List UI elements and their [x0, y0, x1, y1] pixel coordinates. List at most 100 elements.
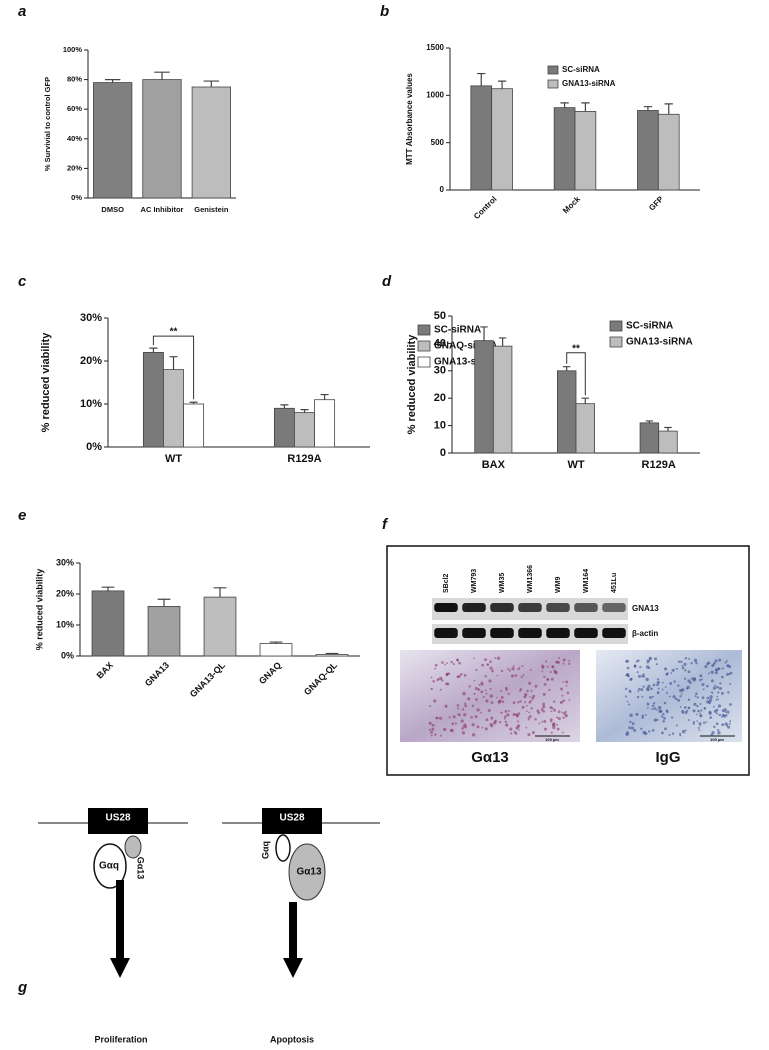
cell — [646, 661, 649, 664]
cell — [654, 657, 658, 661]
cell — [481, 726, 484, 729]
y-tick-label: 40 — [434, 337, 446, 349]
cell — [478, 683, 481, 686]
cell — [692, 721, 696, 724]
cell — [727, 725, 731, 729]
cell — [636, 695, 640, 699]
cell — [490, 701, 494, 704]
cell — [713, 725, 716, 728]
cell — [708, 672, 711, 675]
cell — [652, 683, 656, 687]
cell — [702, 688, 705, 691]
cell — [687, 679, 691, 683]
x-tick-label: WT — [165, 453, 182, 465]
panel-letter: f — [382, 516, 389, 533]
cell — [528, 718, 530, 721]
cell — [543, 675, 546, 679]
cell — [657, 687, 660, 690]
cell — [463, 713, 467, 717]
y-axis-label: MTT Absorbance values — [405, 73, 414, 165]
cell — [526, 689, 529, 693]
cell — [681, 666, 685, 670]
cell — [432, 680, 435, 683]
error-bar — [325, 652, 339, 655]
cell — [430, 730, 433, 734]
receptor-label: US28 — [105, 813, 130, 824]
error-bar — [149, 347, 158, 353]
cell — [514, 731, 518, 735]
cell — [663, 667, 668, 671]
cell — [561, 694, 564, 697]
cell — [456, 658, 459, 662]
cell — [648, 658, 651, 661]
cell — [728, 722, 731, 725]
cell — [441, 679, 444, 682]
cell — [693, 702, 697, 706]
cell — [529, 696, 531, 698]
cell — [666, 672, 669, 675]
cell — [672, 695, 676, 699]
panel-letter: d — [382, 273, 392, 290]
cell — [701, 696, 705, 700]
cell — [491, 669, 494, 673]
cell — [507, 692, 510, 696]
cell — [496, 696, 498, 699]
x-tick-label: AC Inhibitor — [141, 205, 184, 214]
cell — [444, 663, 446, 666]
error-bar — [104, 79, 121, 83]
cell — [626, 659, 629, 663]
cell — [698, 729, 701, 731]
blot-band — [462, 628, 486, 638]
cell — [679, 695, 682, 698]
y-tick-label: 10% — [80, 398, 102, 410]
bar — [163, 369, 184, 448]
cell — [507, 667, 510, 671]
cell — [629, 720, 632, 724]
cell — [550, 731, 553, 734]
band-label: β-actin — [632, 629, 658, 638]
cell — [721, 667, 724, 670]
cell — [716, 695, 719, 698]
cell — [562, 662, 565, 665]
blot-band — [518, 628, 542, 638]
lane-label: WM9 — [555, 577, 562, 593]
cell — [504, 720, 508, 724]
cell — [464, 702, 467, 705]
cell — [474, 687, 478, 691]
cell — [662, 719, 665, 723]
cell — [629, 713, 633, 717]
cell — [660, 715, 664, 718]
cell — [677, 684, 680, 687]
g-protein — [93, 843, 127, 889]
cell — [706, 696, 710, 700]
arrow-head — [283, 958, 303, 978]
y-tick-label: 0% — [61, 650, 74, 660]
cell — [456, 704, 460, 707]
error-bar — [664, 426, 672, 432]
significance-bracket — [566, 352, 586, 396]
cell — [562, 716, 565, 719]
cell — [707, 700, 712, 705]
cell — [705, 721, 708, 723]
cell — [557, 717, 561, 721]
bar — [315, 654, 349, 657]
cell — [639, 665, 642, 669]
cell — [473, 657, 475, 660]
cell — [508, 709, 511, 713]
cell — [684, 729, 687, 732]
x-tick-label: BAX — [482, 459, 506, 471]
cell — [670, 672, 673, 674]
cell — [681, 688, 685, 692]
x-tick-label: Control — [472, 195, 498, 221]
cell — [566, 691, 570, 695]
cell — [656, 680, 660, 685]
cell — [637, 690, 640, 693]
cell — [702, 721, 706, 724]
cell — [688, 657, 690, 660]
lane-label: WM164 — [583, 569, 590, 593]
cell — [434, 733, 437, 736]
cell — [511, 667, 515, 671]
cell — [628, 726, 631, 730]
scale-label: 100 µm — [545, 737, 559, 742]
cell — [496, 674, 499, 677]
